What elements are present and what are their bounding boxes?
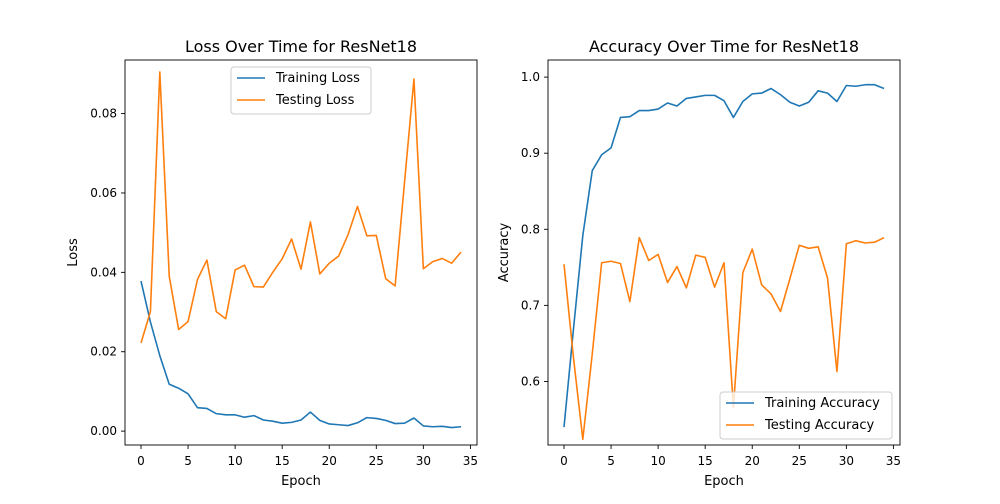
legend-label: Testing Loss xyxy=(275,93,355,108)
legend-entry: Testing Loss xyxy=(237,93,355,108)
plot-lines xyxy=(563,83,885,441)
x-tick-label: 10 xyxy=(650,454,665,468)
x-tick-label: 25 xyxy=(369,454,384,468)
loss-chart: Loss Over Time for ResNet18 Epoch Loss 0… xyxy=(66,37,478,489)
axes-frame xyxy=(547,59,901,446)
legend-box xyxy=(230,66,372,115)
axis-ticks: 0 5 10 15 20 25 30 35 0.00 0.02 0.04 0.06 0.08 xyxy=(90,107,478,468)
legend-label: Training Loss xyxy=(275,71,360,86)
training-accuracy-line xyxy=(563,83,885,428)
x-tick-label: 15 xyxy=(698,454,713,468)
y-tick-label: 0.04 xyxy=(90,265,117,279)
legend-label: Testing Accuracy xyxy=(764,418,874,433)
x-tick-label: 0 xyxy=(137,454,145,468)
x-axis-label: Epoch xyxy=(281,474,321,489)
y-tick-label: 0.08 xyxy=(90,107,117,121)
y-tick-label: 0.6 xyxy=(521,374,540,388)
y-axis-label: Accuracy xyxy=(497,223,512,283)
x-tick-label: 5 xyxy=(184,454,192,468)
legend-entry: Testing Accuracy xyxy=(726,418,874,433)
y-tick-label: 0.8 xyxy=(521,222,540,236)
x-axis-label: Epoch xyxy=(704,474,744,489)
x-tick-label: 35 xyxy=(886,454,901,468)
x-tick-label: 0 xyxy=(560,454,568,468)
y-tick-label: 0.7 xyxy=(521,298,540,312)
testing-loss-line xyxy=(140,71,462,344)
x-tick-label: 15 xyxy=(275,454,290,468)
chart-title: Accuracy Over Time for ResNet18 xyxy=(589,37,859,56)
legend: Training Loss Testing Loss xyxy=(230,66,372,115)
x-tick-label: 30 xyxy=(416,454,431,468)
legend-entry: Training Loss xyxy=(237,71,360,86)
legend-entry: Training Accuracy xyxy=(726,396,880,411)
legend-box xyxy=(719,391,893,440)
legend: Training Accuracy Testing Accuracy xyxy=(719,391,893,440)
y-tick-label: 0.06 xyxy=(90,186,117,200)
y-tick-label: 0.02 xyxy=(90,345,117,359)
y-tick-label: 1.0 xyxy=(521,70,540,84)
accuracy-chart: Accuracy Over Time for ResNet18 Epoch Ac… xyxy=(497,37,901,489)
axes-frame xyxy=(124,59,478,446)
x-tick-label: 35 xyxy=(463,454,478,468)
y-tick-label: 0.9 xyxy=(521,146,540,160)
axis-ticks: 0 5 10 15 20 25 30 35 0.6 0.7 0.8 0.9 1.0 xyxy=(521,70,901,468)
legend-label: Training Accuracy xyxy=(764,396,880,411)
x-tick-label: 20 xyxy=(322,454,337,468)
x-tick-label: 25 xyxy=(792,454,807,468)
y-axis-label: Loss xyxy=(66,238,81,267)
chart-title: Loss Over Time for ResNet18 xyxy=(185,37,417,56)
x-tick-label: 20 xyxy=(745,454,760,468)
x-tick-label: 10 xyxy=(227,454,242,468)
y-tick-label: 0.00 xyxy=(90,424,117,438)
testing-accuracy-line xyxy=(563,236,885,441)
x-tick-label: 30 xyxy=(839,454,854,468)
plot-lines xyxy=(140,71,462,429)
x-tick-label: 5 xyxy=(607,454,615,468)
training-loss-line xyxy=(140,280,462,429)
